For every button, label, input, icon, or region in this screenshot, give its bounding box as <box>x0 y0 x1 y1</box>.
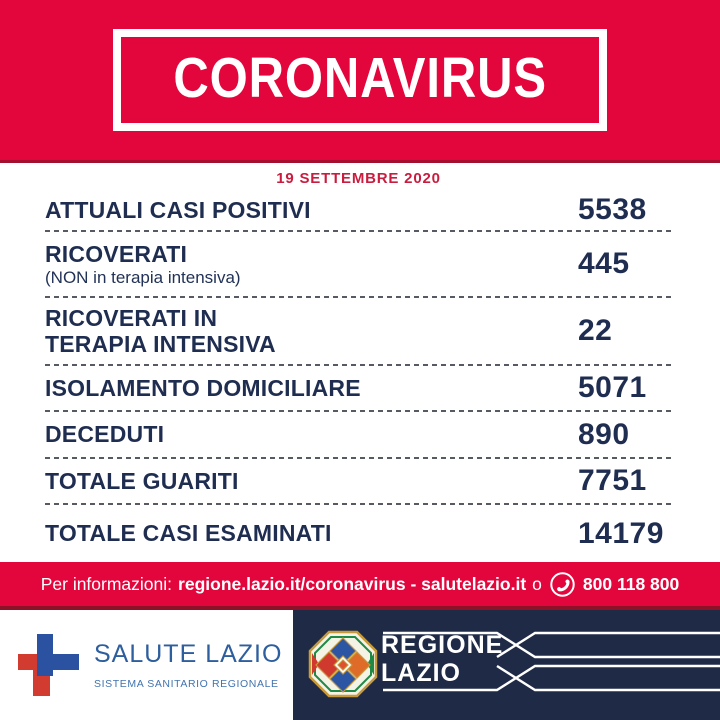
stat-value: 22 <box>578 314 613 347</box>
stat-label: ISOLAMENTO DOMICILIARE <box>45 374 361 401</box>
title-box: CORONAVIRUS <box>112 29 608 131</box>
salute-lazio-cross-icon <box>18 634 79 696</box>
regione-lazio-crest-icon <box>308 630 378 698</box>
regione-lazio-line2: LAZIO <box>381 659 461 687</box>
stat-label: TOTALE GUARITI <box>45 467 239 494</box>
stat-label: DECEDUTI <box>45 421 165 447</box>
phone-number: 800 118 800 <box>582 573 680 594</box>
stat-value: 5538 <box>578 193 647 226</box>
table-row: RICOVERATI IN TERAPIA INTENSIVA 22 <box>45 298 672 364</box>
stat-label-note: (NON in terapia intensiva) <box>45 267 241 287</box>
salute-lazio-text: SALUTE LAZIO SISTEMA SANITARIO REGIONALE <box>94 640 282 690</box>
table-row: TOTALE GUARITI 7751 <box>45 459 672 503</box>
table-row: TOTALE CASI ESAMINATI 14179 <box>45 505 672 562</box>
page-title: CORONAVIRUS <box>173 46 547 110</box>
table-row: DECEDUTI 890 <box>45 412 672 457</box>
stat-label: ATTUALI CASI POSITIVI <box>45 196 311 223</box>
info-band: Per informazioni: regione.lazio.it/coron… <box>0 562 720 606</box>
header-band: CORONAVIRUS <box>0 0 720 160</box>
phone-icon <box>550 571 575 597</box>
salute-lazio-logo: SALUTE LAZIO SISTEMA SANITARIO REGIONALE <box>0 610 293 720</box>
logo-bar: SALUTE LAZIO SISTEMA SANITARIO REGIONALE <box>0 610 720 720</box>
report-date: 19 SETTEMBRE 2020 <box>276 170 441 187</box>
table-row: ATTUALI CASI POSITIVI 5538 <box>45 190 672 230</box>
stat-label-line2: TERAPIA INTENSIVA <box>45 330 276 357</box>
stat-value: 445 <box>578 247 630 280</box>
dashed-separator <box>45 410 672 412</box>
dashed-separator <box>45 503 672 505</box>
stat-label-main: RICOVERATI <box>45 240 188 267</box>
dashed-separator <box>45 230 672 232</box>
footer-divider <box>0 606 720 610</box>
info-links: regione.lazio.it/coronavirus - salutelaz… <box>178 573 527 594</box>
salute-lazio-subtitle: SISTEMA SANITARIO REGIONALE <box>94 678 279 690</box>
stat-value: 5071 <box>578 371 647 404</box>
table-row: ISOLAMENTO DOMICILIARE 5071 <box>45 366 672 410</box>
stat-value: 14179 <box>578 516 664 550</box>
stat-label: TOTALE CASI ESAMINATI <box>45 520 332 546</box>
dashed-separator <box>45 364 672 366</box>
stat-label: RICOVERATI (NON in terapia intensiva) <box>45 240 578 287</box>
regione-lazio-logo: REGIONE LAZIO <box>293 610 720 720</box>
header-divider <box>0 160 720 163</box>
dashed-separator <box>45 296 672 298</box>
stat-label-line1: RICOVERATI IN <box>45 304 218 331</box>
salute-lazio-title: SALUTE LAZIO <box>94 640 283 668</box>
regione-lazio-line1: REGIONE <box>381 631 504 659</box>
table-row: RICOVERATI (NON in terapia intensiva) 44… <box>45 232 672 296</box>
stat-label: RICOVERATI IN TERAPIA INTENSIVA <box>45 304 578 357</box>
info-connector: o <box>532 573 542 594</box>
dashed-separator <box>45 457 672 459</box>
regione-lazio-text: REGIONE LAZIO <box>381 631 503 687</box>
stats-panel: 19 SETTEMBRE 2020 ATTUALI CASI POSITIVI … <box>0 163 720 562</box>
info-prefix: Per informazioni: <box>40 573 173 594</box>
stat-value: 7751 <box>578 464 647 497</box>
stat-value: 890 <box>578 417 630 451</box>
regione-lazio-ribbon-lines <box>383 631 720 692</box>
